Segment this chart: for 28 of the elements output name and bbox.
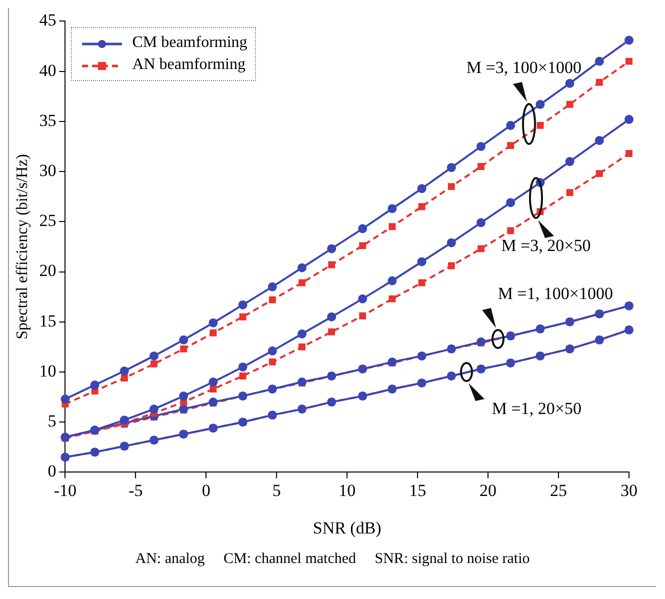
annotation: M =1, 100×1000 — [498, 284, 613, 304]
x-tick-label: 20 — [480, 480, 497, 500]
legend-label: AN beamforming — [132, 56, 246, 74]
legend-label: CM beamforming — [132, 34, 248, 52]
x-tick-label: -10 — [54, 480, 77, 500]
x-tick-label: 30 — [620, 480, 638, 500]
annotation: M =3, 100×1000 — [466, 58, 582, 78]
x-tick-label: 5 — [272, 480, 281, 500]
y-tick-label: 35 — [39, 110, 56, 130]
y-tick-label: 0 — [48, 462, 56, 481]
annotation: M =3, 20×50 — [501, 236, 591, 256]
y-tick-label: 5 — [48, 412, 56, 431]
y-axis-title: Spectral efficiency (bit/s/Hz) — [14, 154, 31, 340]
y-tick-label: 45 — [39, 10, 56, 30]
x-tick-label: 25 — [550, 480, 568, 500]
x-tick-label: 0 — [202, 480, 210, 500]
x-axis-title: SNR (dB) — [312, 518, 382, 538]
y-tick-label: 10 — [39, 361, 56, 380]
y-tick-label: 30 — [39, 161, 56, 180]
y-tick-label: 15 — [39, 311, 56, 330]
x-tick-label: -5 — [128, 480, 143, 500]
text: AN: analog CM: channel matched SNR: signal to noise ratio — [134, 550, 531, 569]
x-tick-label: 10 — [338, 480, 356, 500]
y-tick-label: 25 — [39, 211, 56, 230]
y-tick-label: 20 — [39, 261, 56, 280]
y-tick-label: 40 — [39, 60, 56, 80]
x-tick-label: 15 — [409, 480, 426, 500]
annotation: M =1, 20×50 — [492, 398, 582, 419]
